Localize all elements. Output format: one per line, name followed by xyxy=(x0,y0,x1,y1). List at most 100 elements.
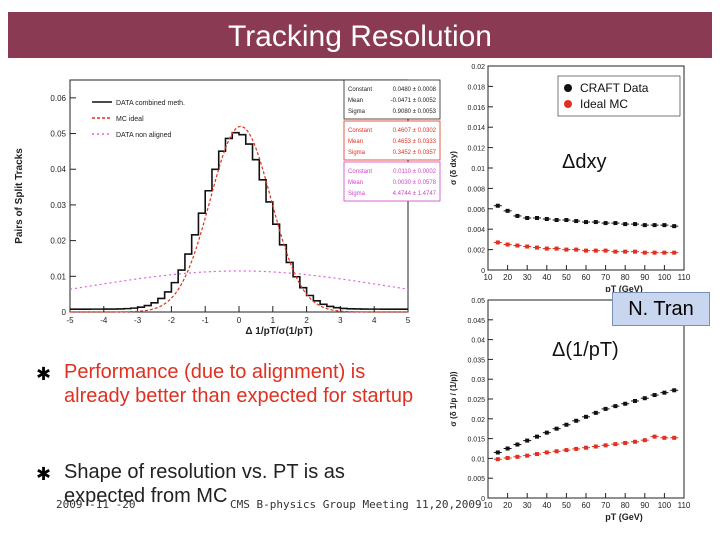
stats-value: 0.0030 ± 0.0578 xyxy=(393,180,437,186)
y-tick-label: 0.015 xyxy=(467,437,485,444)
x-tick-label: -4 xyxy=(100,316,108,325)
data-point xyxy=(662,435,667,440)
y-tick-label: 0 xyxy=(62,308,67,317)
x-axis-label: Δ 1/pT/σ(1/pT) xyxy=(245,326,312,336)
x-tick-label: 110 xyxy=(678,501,691,510)
data-point xyxy=(593,410,598,415)
data-point xyxy=(652,393,657,398)
x-tick-label: 80 xyxy=(621,501,630,510)
y-tick-label: 0.018 xyxy=(467,84,485,91)
data-point xyxy=(642,438,647,443)
x-tick-label: 30 xyxy=(523,273,532,282)
data-point xyxy=(505,446,510,451)
y-tick-label: 0 xyxy=(481,496,485,503)
data-point xyxy=(495,203,500,208)
footer-meeting: CMS B-physics Group Meeting 11,20,2009 xyxy=(230,498,482,511)
data-point xyxy=(662,390,667,395)
data-point xyxy=(672,435,677,440)
data-point xyxy=(584,445,588,450)
x-tick-label: -3 xyxy=(134,316,142,325)
x-tick-label: 30 xyxy=(523,501,532,510)
panel-label: Δdxy xyxy=(562,151,606,173)
y-tick-label: 0.002 xyxy=(467,248,485,255)
x-tick-label: 110 xyxy=(678,273,691,282)
data-point xyxy=(544,246,549,251)
stats-key: Mean xyxy=(348,180,363,186)
y-tick-label: 0.004 xyxy=(467,227,485,234)
data-point xyxy=(574,446,579,451)
x-tick-label: 3 xyxy=(338,316,343,325)
data-point xyxy=(603,443,608,448)
x-tick-label: 60 xyxy=(582,501,591,510)
data-point xyxy=(593,444,598,449)
resolution-histogram-chart: 0 0.01 0.02 0.03 0.04 0.05 0.06 -5 -4 -3 -2 -1 0 1 2 3 4… xyxy=(8,72,448,336)
y-tick-label: 0.01 xyxy=(471,456,485,463)
data-point xyxy=(652,250,657,255)
series-line-1 xyxy=(70,131,408,310)
stats-key: Sigma xyxy=(348,150,366,156)
y-tick-label: 0.016 xyxy=(467,105,485,112)
y-tick-label: 0.012 xyxy=(467,146,485,153)
data-point xyxy=(525,215,530,220)
x-tick-label: 90 xyxy=(640,273,649,282)
data-point xyxy=(554,449,559,454)
x-tick-label: 40 xyxy=(542,501,551,510)
x-tick-label: -1 xyxy=(202,316,210,325)
data-point xyxy=(564,422,569,427)
data-point xyxy=(525,453,530,458)
data-point xyxy=(554,218,559,223)
data-point xyxy=(544,430,549,435)
data-point xyxy=(642,396,647,401)
data-point xyxy=(662,250,667,255)
data-point xyxy=(505,456,510,461)
series-line-2 xyxy=(70,125,408,313)
y-tick-label: 0.01 xyxy=(50,272,66,281)
x-tick-label: 4 xyxy=(372,316,377,325)
legend-label: Ideal MC xyxy=(580,97,628,111)
data-point xyxy=(544,450,549,455)
y-tick-label: 0.03 xyxy=(50,201,66,210)
data-point xyxy=(515,454,520,459)
data-point xyxy=(623,440,628,445)
y-tick-label: 0.04 xyxy=(50,165,66,174)
x-tick-label: 20 xyxy=(503,273,512,282)
data-point xyxy=(584,414,588,419)
x-axis-label: pT (GeV) xyxy=(605,512,643,522)
stats-value: 0.3452 ± 0.0357 xyxy=(393,150,437,156)
x-tick-label: 1 xyxy=(271,316,276,325)
data-point xyxy=(584,248,588,253)
data-point xyxy=(603,221,608,226)
data-point xyxy=(495,457,500,462)
stats-box xyxy=(343,120,441,161)
legend-label: DATA non aligned xyxy=(116,132,171,139)
data-point xyxy=(672,224,677,229)
y-tick-label: 0.005 xyxy=(467,476,485,483)
stats-key: Mean xyxy=(348,139,363,145)
data-point xyxy=(505,208,510,213)
legend-marker xyxy=(564,84,572,92)
data-point xyxy=(613,249,618,254)
y-tick-label: 0.02 xyxy=(50,237,66,246)
stats-key: Constant xyxy=(348,128,372,134)
x-tick-label: 20 xyxy=(503,501,512,510)
plot-frame xyxy=(487,299,685,499)
data-point xyxy=(554,246,559,251)
x-tick-label: 90 xyxy=(640,501,649,510)
data-point xyxy=(564,218,569,223)
stats-box xyxy=(343,161,441,202)
stats-value: 0.0480 ± 0.0008 xyxy=(393,87,437,93)
x-tick-label: 100 xyxy=(658,501,672,510)
x-tick-label: 2 xyxy=(304,316,309,325)
data-point xyxy=(603,406,608,411)
x-tick-label: 60 xyxy=(582,273,591,282)
x-tick-label: 50 xyxy=(562,273,571,282)
data-point xyxy=(593,220,598,225)
y-tick-label: 0 xyxy=(481,268,485,275)
data-point xyxy=(535,215,539,220)
legend-label: CRAFT Data xyxy=(580,81,649,95)
data-point xyxy=(603,248,608,253)
stats-value: -0.0471 ± 0.0052 xyxy=(391,98,437,104)
data-point xyxy=(515,213,520,218)
x-tick-label: 100 xyxy=(658,273,672,282)
stats-key: Sigma xyxy=(348,109,366,115)
